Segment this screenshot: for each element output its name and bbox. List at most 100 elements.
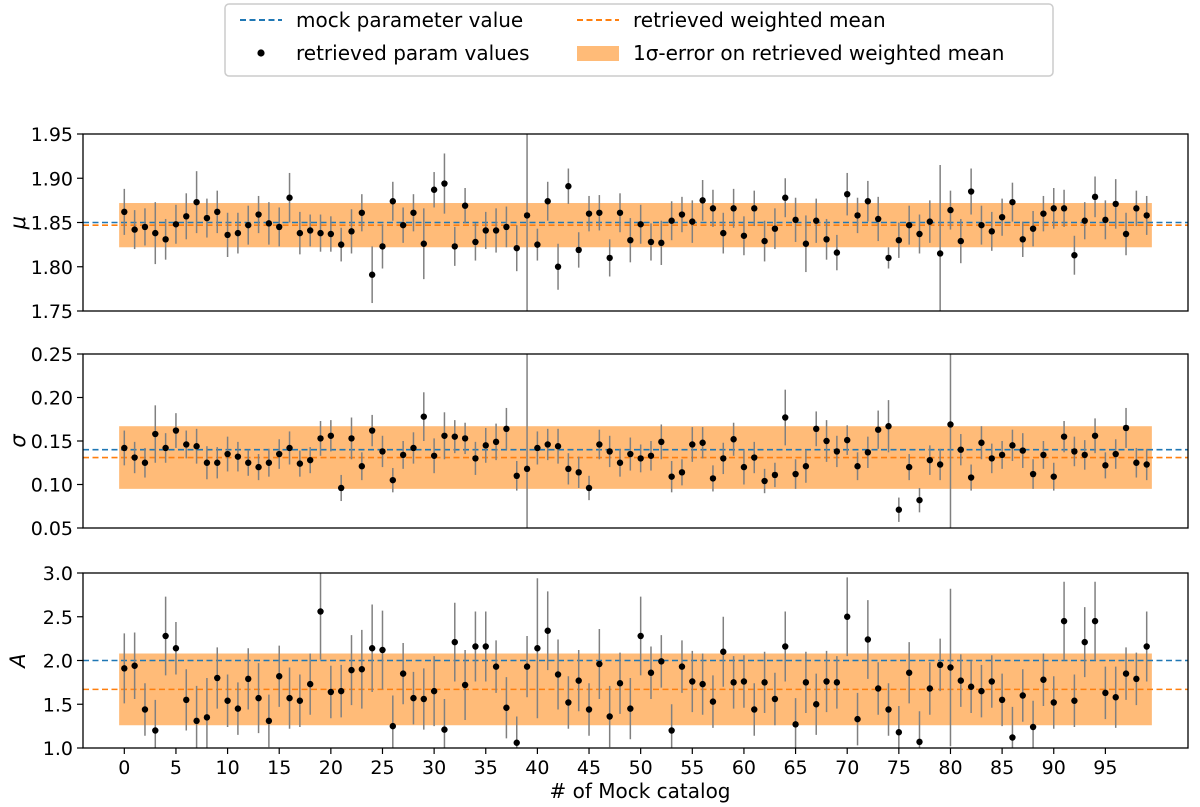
data-point xyxy=(317,229,324,237)
data-point xyxy=(399,221,407,229)
data-point xyxy=(554,443,562,450)
x-tick-label: 55 xyxy=(680,757,704,779)
data-point xyxy=(544,198,551,205)
data-point xyxy=(771,695,779,703)
data-point xyxy=(1060,205,1068,212)
data-point xyxy=(389,722,397,730)
data-point xyxy=(874,215,882,223)
data-point xyxy=(162,236,169,243)
y-tick-label: 0.20 xyxy=(31,388,73,410)
data-point xyxy=(399,670,407,677)
data-point xyxy=(689,218,696,225)
data-point xyxy=(1009,734,1016,741)
data-point xyxy=(926,685,934,692)
data-point xyxy=(1091,193,1099,201)
data-point xyxy=(802,679,810,686)
data-point xyxy=(214,208,221,216)
data-point xyxy=(203,214,211,222)
data-point xyxy=(141,706,149,713)
y-axis-label: A xyxy=(6,653,30,669)
data-point xyxy=(410,694,417,702)
y-tick-label: 1.5 xyxy=(43,694,73,716)
data-point xyxy=(1060,617,1068,625)
data-point xyxy=(327,230,335,238)
data-point xyxy=(823,678,830,685)
data-point xyxy=(121,665,128,672)
data-point xyxy=(513,739,520,746)
data-point xyxy=(926,456,934,464)
data-point xyxy=(782,643,789,650)
data-point xyxy=(998,696,1006,704)
data-point xyxy=(399,451,407,459)
data-point xyxy=(513,472,520,479)
data-point xyxy=(813,701,820,708)
data-point xyxy=(1112,450,1119,458)
legend-retrieved-values-swatch xyxy=(257,49,265,57)
data-point xyxy=(885,706,892,713)
data-point xyxy=(1009,442,1016,449)
data-point xyxy=(1122,424,1130,432)
data-point xyxy=(1071,697,1078,704)
data-point xyxy=(214,674,221,682)
data-point xyxy=(730,436,737,443)
data-point xyxy=(967,474,975,481)
data-point xyxy=(936,461,944,468)
data-point xyxy=(265,220,273,227)
data-point xyxy=(637,455,644,462)
data-point xyxy=(162,444,169,452)
data-point xyxy=(472,238,479,246)
data-point xyxy=(317,608,324,615)
x-tick-label: 70 xyxy=(835,757,859,779)
legend-band-label: 1σ-error on retrieved weighted mean xyxy=(633,41,1004,65)
y-axis-label: μ xyxy=(6,216,30,230)
y-tick-label: 0.05 xyxy=(31,518,73,540)
data-point xyxy=(740,678,748,685)
x-axis: 0 5 10 15 20 25 30 35 40 45 50 55 60 65 70 75 80 85 90 95 xyxy=(118,748,1117,779)
data-point xyxy=(647,669,655,676)
data-point xyxy=(234,453,242,460)
data-point xyxy=(998,213,1006,221)
data-point xyxy=(1040,451,1047,459)
data-point xyxy=(668,473,675,480)
data-point xyxy=(327,688,335,696)
data-point xyxy=(771,471,779,479)
data-point xyxy=(844,190,851,198)
data-point xyxy=(265,717,273,725)
data-point xyxy=(678,663,686,670)
data-point xyxy=(606,254,613,262)
data-point xyxy=(286,194,293,201)
data-point xyxy=(286,444,293,452)
data-point xyxy=(513,244,520,252)
data-point xyxy=(1112,694,1119,701)
data-point xyxy=(689,678,696,685)
data-point xyxy=(337,484,345,492)
data-point xyxy=(286,694,293,702)
data-point xyxy=(348,666,355,674)
data-point xyxy=(988,678,995,685)
data-point xyxy=(740,232,748,239)
data-point xyxy=(730,205,737,212)
data-point xyxy=(492,227,500,234)
data-point xyxy=(947,664,954,671)
data-point xyxy=(379,646,386,654)
data-point xyxy=(813,425,820,433)
data-point xyxy=(276,450,283,458)
data-point xyxy=(141,459,149,466)
x-tick-label: 85 xyxy=(990,757,1014,779)
data-point xyxy=(1133,205,1140,212)
data-point xyxy=(947,206,954,214)
data-point xyxy=(1081,217,1088,224)
data-point xyxy=(1071,448,1078,455)
data-point xyxy=(410,444,417,452)
data-point xyxy=(503,223,510,231)
data-point xyxy=(967,188,975,195)
panel-sigma: 0.05 0.10 0.15 0.20 0.25 σ xyxy=(6,344,1189,540)
data-point xyxy=(534,444,541,452)
data-point xyxy=(358,463,366,470)
data-point xyxy=(368,271,376,278)
data-point xyxy=(720,455,727,462)
data-point xyxy=(730,679,737,686)
data-point xyxy=(771,225,779,232)
data-point xyxy=(647,238,655,246)
data-point xyxy=(616,459,624,466)
